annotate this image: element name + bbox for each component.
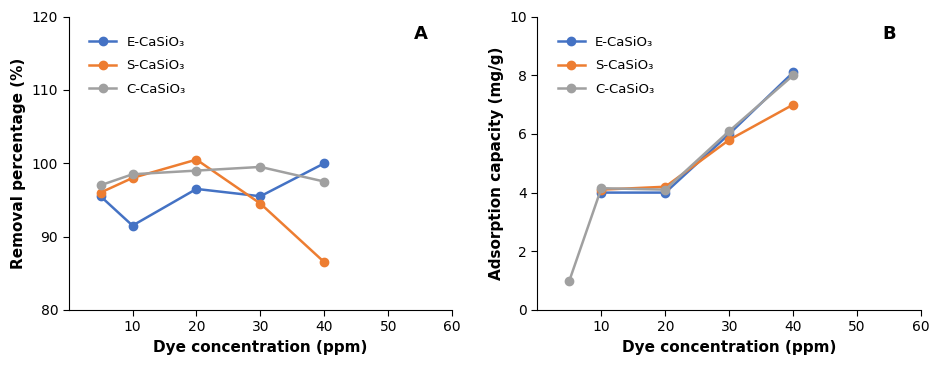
Line: S-CaSiO₃: S-CaSiO₃: [598, 100, 797, 194]
S-CaSiO₃: [319, 260, 330, 265]
C-CaSiO₃: [788, 73, 799, 78]
C-CaSiO₃: [127, 172, 138, 176]
E-CaSiO₃: [724, 132, 735, 136]
X-axis label: Dye concentration (ppm): Dye concentration (ppm): [153, 340, 368, 355]
E-CaSiO₃: [596, 190, 607, 195]
E-CaSiO₃: [127, 223, 138, 228]
Y-axis label: Adsorption capacity (mg/g): Adsorption capacity (mg/g): [488, 46, 503, 280]
Text: A: A: [414, 25, 428, 44]
E-CaSiO₃: [788, 70, 799, 75]
Line: E-CaSiO₃: E-CaSiO₃: [598, 68, 797, 197]
X-axis label: Dye concentration (ppm): Dye concentration (ppm): [622, 340, 837, 355]
E-CaSiO₃: [191, 187, 202, 191]
E-CaSiO₃: [255, 194, 266, 198]
C-CaSiO₃: [564, 279, 575, 283]
C-CaSiO₃: [191, 168, 202, 173]
S-CaSiO₃: [724, 138, 735, 142]
S-CaSiO₃: [660, 184, 671, 189]
Line: S-CaSiO₃: S-CaSiO₃: [96, 156, 328, 266]
S-CaSiO₃: [127, 176, 138, 180]
S-CaSiO₃: [95, 190, 106, 195]
E-CaSiO₃: [319, 161, 330, 165]
C-CaSiO₃: [255, 165, 266, 169]
Legend: E-CaSiO₃, S-CaSiO₃, C-CaSiO₃: E-CaSiO₃, S-CaSiO₃, C-CaSiO₃: [83, 29, 192, 102]
S-CaSiO₃: [255, 201, 266, 206]
C-CaSiO₃: [95, 183, 106, 187]
Line: C-CaSiO₃: C-CaSiO₃: [96, 163, 328, 190]
Line: C-CaSiO₃: C-CaSiO₃: [566, 71, 797, 285]
E-CaSiO₃: [95, 194, 106, 198]
Legend: E-CaSiO₃, S-CaSiO₃, C-CaSiO₃: E-CaSiO₃, S-CaSiO₃, C-CaSiO₃: [551, 29, 662, 102]
E-CaSiO₃: [660, 190, 671, 195]
S-CaSiO₃: [596, 187, 607, 192]
Text: B: B: [883, 25, 897, 44]
C-CaSiO₃: [319, 179, 330, 184]
S-CaSiO₃: [191, 157, 202, 162]
S-CaSiO₃: [788, 102, 799, 107]
Line: E-CaSiO₃: E-CaSiO₃: [96, 159, 328, 230]
Y-axis label: Removal percentage (%): Removal percentage (%): [11, 57, 26, 269]
C-CaSiO₃: [660, 187, 671, 192]
C-CaSiO₃: [596, 186, 607, 190]
C-CaSiO₃: [724, 129, 735, 133]
